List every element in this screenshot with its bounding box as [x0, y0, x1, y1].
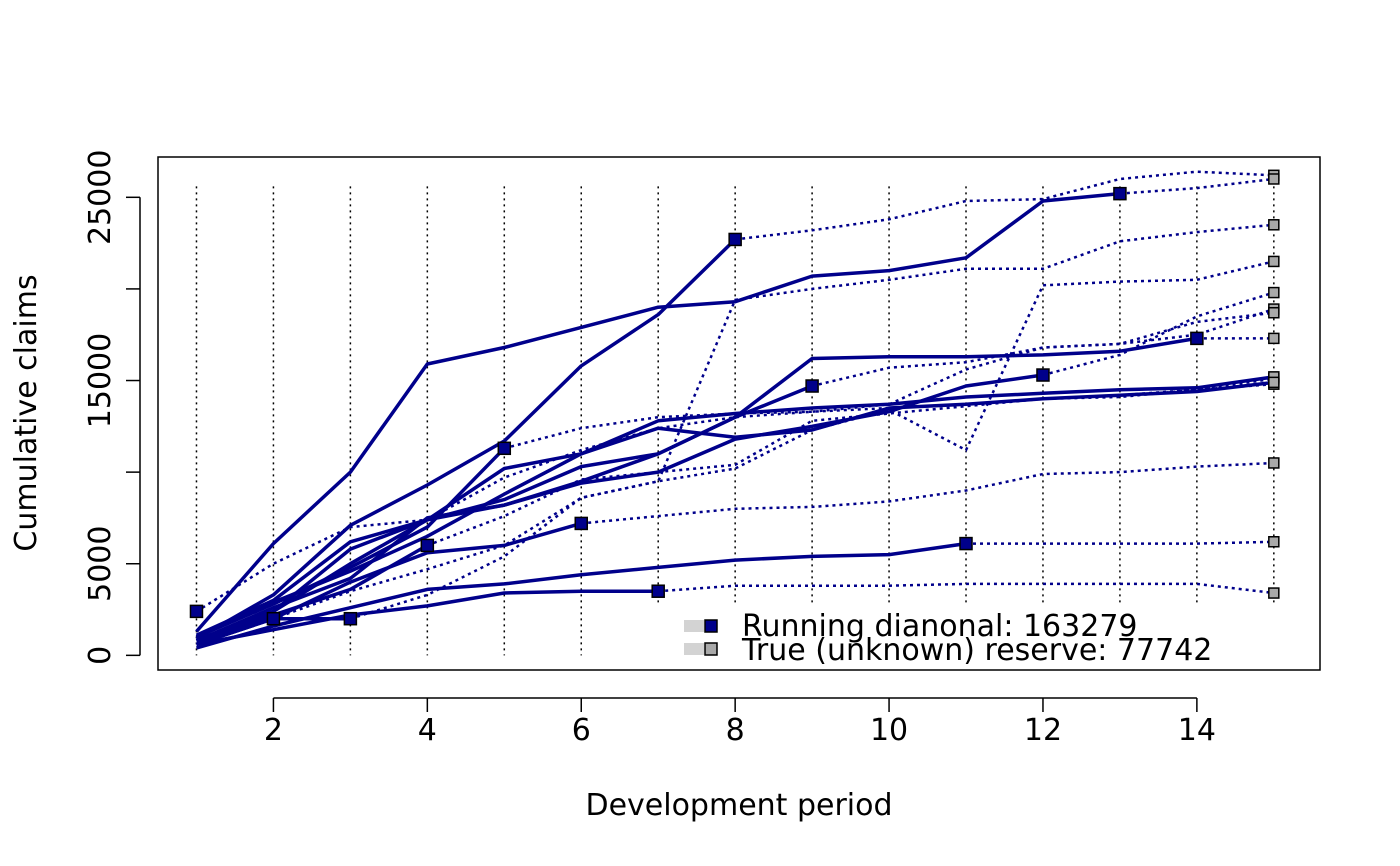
series-8-projected-line: [811, 307, 1275, 388]
series-15-diagonal-marker: [343, 611, 358, 626]
series-3-projected-line: [581, 461, 1274, 525]
x-tick-label-10: 10: [870, 713, 908, 748]
x-tick-label-4: 4: [418, 713, 437, 748]
legend-box: [654, 606, 1320, 670]
x-tick-label-8: 8: [726, 713, 745, 748]
series-6-observed-line: [195, 375, 1275, 647]
x-ticks: 2 4 6 8 10 12 14: [264, 698, 1216, 748]
series-8-diagonal-marker: [805, 379, 819, 393]
legend-swatch-known: [684, 620, 704, 632]
x-tick-label-14: 14: [1178, 713, 1216, 748]
series-15-ultimate-marker: [1268, 219, 1280, 231]
series-12-ultimate-marker: [1268, 173, 1280, 185]
series-11-projected-line: [735, 170, 1274, 241]
legend-marker-unknown: [704, 642, 718, 656]
series-3-ultimate-marker: [1268, 457, 1280, 469]
series-1-projected-line: [966, 540, 1274, 545]
series-14-ultimate-marker: [1268, 255, 1280, 268]
series-2-ultimate-marker: [1268, 587, 1280, 599]
series-7-observed-line: [195, 373, 1044, 643]
y-tick-label-25000: 25000: [83, 150, 118, 245]
series-markers: [189, 169, 1280, 626]
series-10-observed-line: [195, 336, 1198, 637]
series-9-diagonal-marker: [1268, 376, 1280, 389]
series-10-ultimate-marker: [1268, 332, 1280, 345]
series-7-diagonal-marker: [1036, 368, 1050, 382]
series-2-projected-line: [658, 582, 1274, 595]
legend-label-unknown: True (unknown) reserve: 77742: [741, 633, 1212, 668]
vertical-gridlines: [195, 186, 1275, 656]
x-tick-label-2: 2: [264, 713, 283, 748]
series-14-projected-line: [272, 260, 1275, 620]
series-2-diagonal-marker: [651, 584, 665, 598]
x-tick-label-6: 6: [572, 713, 591, 748]
legend-label-known: Running dianonal: 163279: [742, 609, 1138, 644]
observed-series: [195, 191, 1275, 650]
series-14-diagonal-marker: [266, 611, 281, 626]
series-4-diagonal-marker: [420, 538, 435, 553]
x-axis-label: Development period: [585, 788, 892, 823]
series-1-ultimate-marker: [1268, 536, 1280, 548]
series-7-ultimate-marker: [1268, 286, 1280, 299]
series-4-projected-line: [426, 377, 1274, 547]
series-11-diagonal-marker: [728, 232, 742, 247]
y-axis: 0 5000 15000 25000: [83, 150, 141, 665]
series-7-projected-line: [1042, 291, 1275, 377]
y-tick-label-0: 0: [83, 646, 118, 665]
y-axis-label: Cumulative claims: [9, 274, 44, 551]
series-9-observed-line: [195, 380, 1275, 639]
legend-swatch-unknown: [684, 643, 704, 655]
series-15-projected-line: [350, 223, 1274, 620]
series-12-observed-line: [195, 191, 1121, 633]
series-12-projected-line: [1119, 177, 1274, 195]
series-5-diagonal-marker: [497, 441, 512, 456]
series-12-diagonal-marker: [1113, 186, 1127, 201]
legend-marker-known: [704, 619, 718, 633]
series-13-ultimate-marker: [1268, 306, 1280, 319]
y-tick-label-15000: 15000: [83, 333, 118, 428]
series-13-diagonal-marker: [189, 604, 204, 619]
plot-frame: [157, 156, 1321, 671]
series-10-diagonal-marker: [1190, 331, 1204, 346]
series-1-observed-line: [196, 541, 967, 650]
y-ticks: 0 5000 15000 25000: [83, 150, 140, 665]
y-tick-label-5000: 5000: [83, 526, 118, 602]
series-2-observed-line: [196, 589, 659, 647]
x-tick-label-12: 12: [1024, 713, 1062, 748]
series-1-diagonal-marker: [959, 536, 973, 551]
series-11-observed-line: [195, 238, 737, 641]
series-3-diagonal-marker: [574, 516, 588, 531]
x-axis: 2 4 6 8 10 12 14: [264, 697, 1216, 748]
